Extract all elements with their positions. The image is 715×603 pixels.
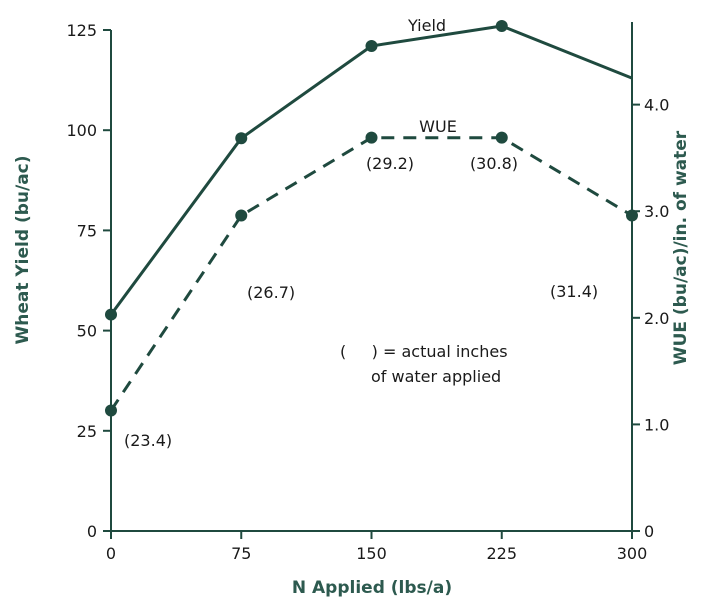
series-point-yield	[235, 132, 248, 145]
y-left-tick-label: 75	[77, 221, 97, 240]
x-axis-title: N Applied (lbs/a)	[292, 578, 452, 598]
series-point-yield	[495, 19, 508, 32]
y-left-tick-label: 100	[66, 121, 97, 140]
y-right-tick-label: 2.0	[644, 309, 669, 328]
wue-annotation: (29.2)	[366, 154, 414, 173]
y-left-tick-label: 25	[77, 422, 97, 441]
wue-annotation: (31.4)	[550, 282, 598, 301]
y-right-tick-label: 1.0	[644, 415, 669, 434]
x-tick-label: 225	[486, 544, 517, 563]
y-right-axis-title: WUE (bu/ac)/in. of water	[671, 130, 691, 365]
annotations-layer: (23.4) (26.7) (29.2) (30.8) (31.4)	[124, 154, 598, 450]
series-label-yield: Yield	[407, 16, 446, 35]
axes: 0 75 150 225 300 0 25 50 75 100 125 0 1.0 2.0 3.0 4.0	[66, 21, 669, 563]
series-point-yield	[365, 40, 378, 53]
y-right-tick-label: 3.0	[644, 202, 669, 221]
legend-note-line2: of water applied	[371, 367, 501, 386]
series-layer	[105, 19, 638, 417]
series-point-wue	[626, 209, 638, 222]
series-point-yield	[105, 308, 117, 321]
series-point-wue	[365, 131, 378, 144]
x-tick-label: 0	[106, 544, 116, 563]
y-left-tick-label: 125	[66, 21, 97, 40]
x-tick-label: 150	[356, 544, 387, 563]
x-tick-label: 300	[617, 544, 648, 563]
series-point-wue	[105, 404, 117, 417]
series-label-wue: WUE	[419, 117, 457, 136]
y-left-axis-title: Wheat Yield (bu/ac)	[13, 155, 33, 344]
x-tick-label: 75	[231, 544, 251, 563]
wue-annotation: (30.8)	[470, 154, 518, 173]
wue-annotation: (26.7)	[247, 283, 295, 302]
y-left-tick-label: 50	[77, 322, 97, 341]
legend-note-line1: ( ) = actual inches	[340, 342, 508, 361]
y-right-tick-label: 4.0	[644, 96, 669, 115]
y-left-tick-label: 0	[87, 522, 97, 541]
wue-annotation: (23.4)	[124, 431, 172, 450]
series-point-wue	[235, 209, 248, 222]
y-right-tick-label: 0	[644, 522, 654, 541]
series-point-wue	[495, 131, 508, 144]
